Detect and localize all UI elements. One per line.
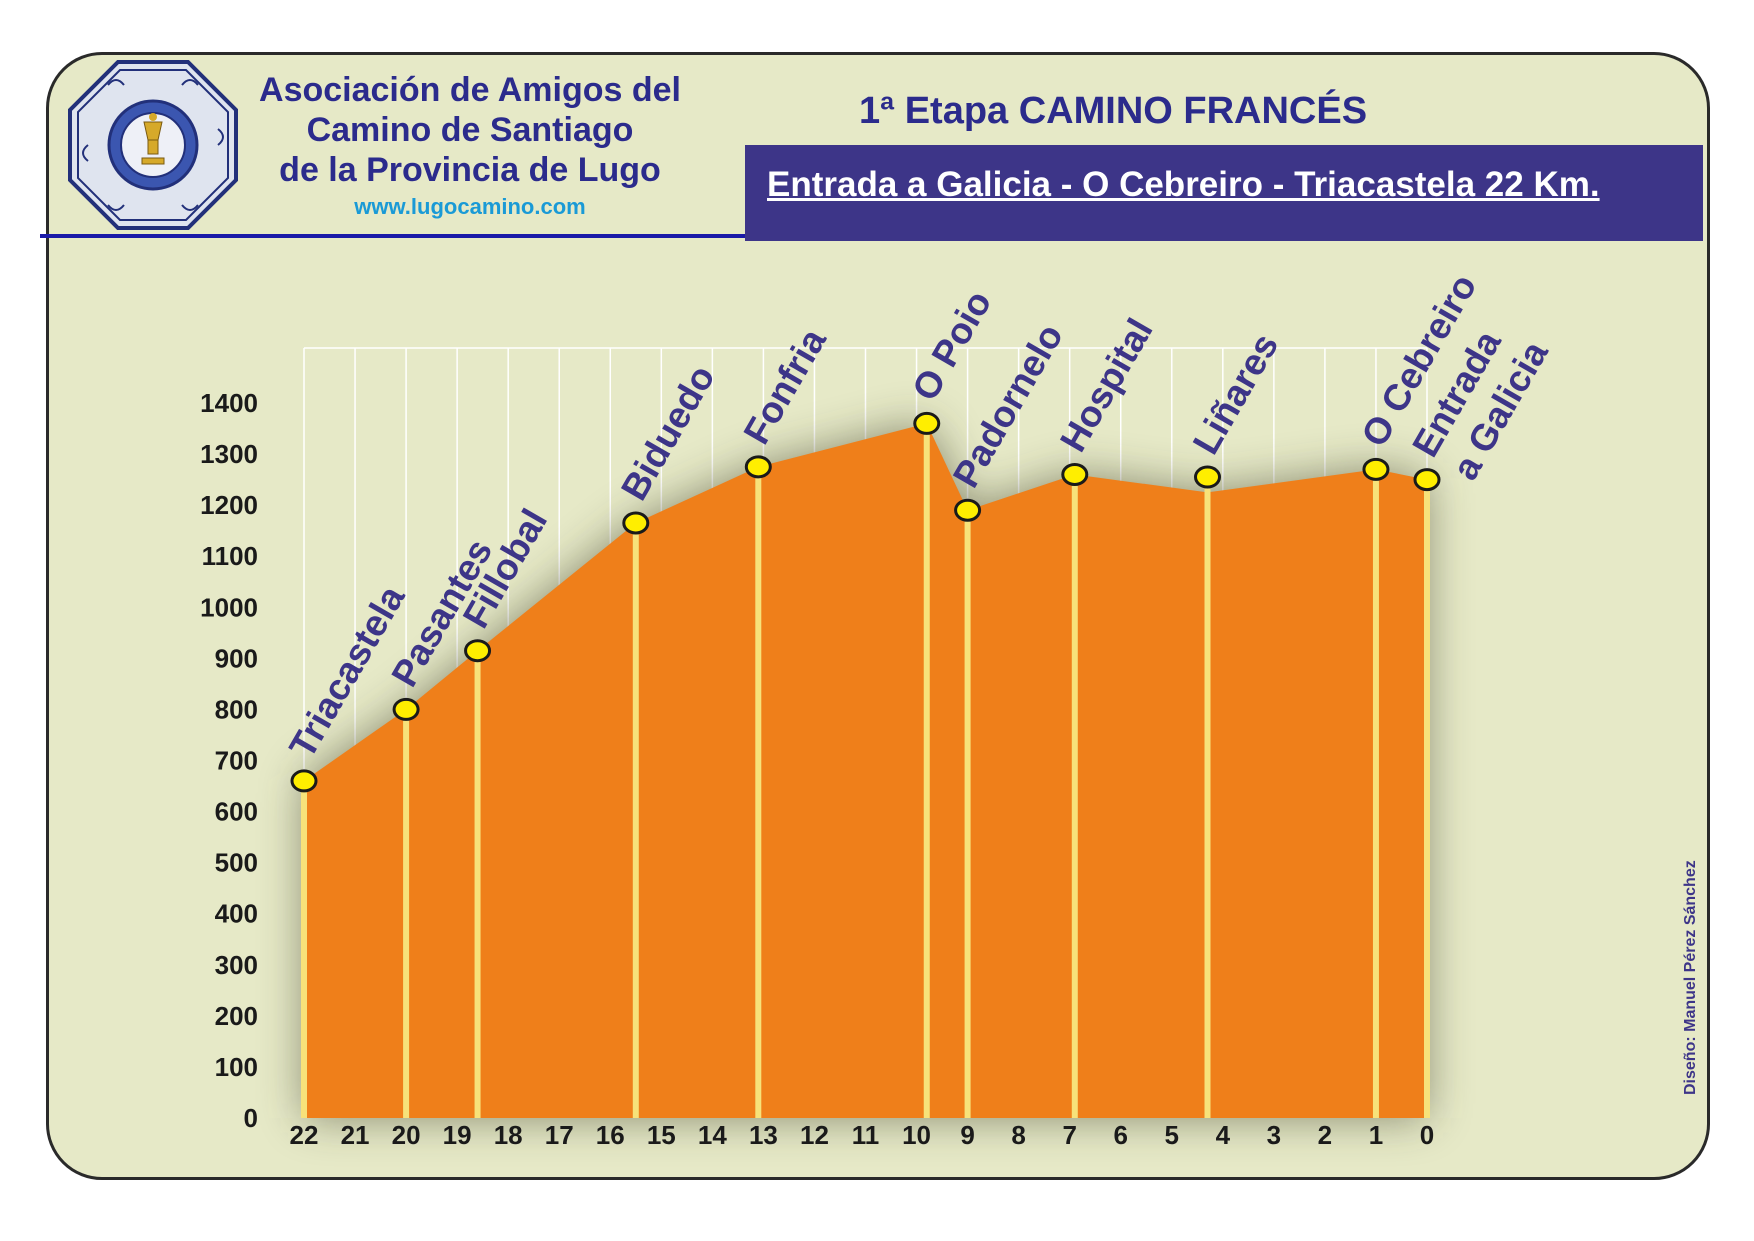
x-tick-label: 13	[749, 1120, 778, 1150]
route-banner: Entrada a Galicia - O Cebreiro - Triacas…	[745, 145, 1703, 241]
x-tick-label: 4	[1216, 1120, 1231, 1150]
route-title: Entrada a Galicia - O Cebreiro - Triacas…	[767, 165, 1600, 204]
y-tick-label: 400	[215, 899, 258, 929]
waypoint-marker	[954, 498, 982, 522]
x-tick-label: 18	[494, 1120, 523, 1150]
y-tick-label: 300	[215, 950, 258, 980]
waypoint-marker	[744, 455, 772, 479]
y-tick-label: 200	[215, 1001, 258, 1031]
y-tick-label: 700	[215, 746, 258, 776]
waypoint-marker	[1194, 465, 1222, 489]
x-tick-label: 20	[392, 1120, 421, 1150]
y-tick-label: 500	[215, 848, 258, 878]
y-tick-label: 100	[215, 1052, 258, 1082]
association-name-line-3: de la Provincia de Lugo	[279, 151, 661, 189]
x-tick-label: 17	[545, 1120, 574, 1150]
waypoint-marker	[1061, 463, 1089, 486]
y-tick-label: 900	[215, 643, 258, 673]
association-name-line-1: Asociación de Amigos del	[259, 71, 681, 109]
association-emblem-icon	[68, 60, 238, 230]
header-divider	[40, 234, 975, 238]
x-tick-label: 3	[1267, 1120, 1281, 1150]
x-tick-label: 22	[290, 1120, 319, 1150]
elevation-area	[304, 423, 1427, 1118]
y-tick-label: 1200	[200, 490, 258, 520]
x-tick-label: 16	[596, 1120, 625, 1150]
x-tick-label: 21	[341, 1120, 370, 1150]
x-tick-label: 12	[800, 1120, 829, 1150]
waypoint-marker	[392, 697, 420, 721]
x-tick-label: 15	[647, 1120, 676, 1150]
waypoint-label: Hospital	[1052, 312, 1160, 459]
y-tick-label: 600	[215, 797, 258, 827]
x-tick-label: 7	[1062, 1120, 1076, 1150]
y-tick-label: 1400	[200, 388, 258, 418]
y-tick-label: 1000	[200, 592, 258, 622]
waypoint-marker	[1362, 457, 1390, 481]
y-tick-label: 1300	[200, 439, 258, 469]
waypoint-marker	[913, 411, 941, 435]
waypoint-marker	[464, 639, 492, 663]
website-link[interactable]: www.lugocamino.com	[354, 194, 586, 219]
x-tick-label: 2	[1318, 1120, 1332, 1150]
x-tick-label: 10	[902, 1120, 931, 1150]
waypoint-marker	[622, 511, 650, 535]
x-tick-label: 11	[852, 1120, 880, 1150]
x-tick-label: 14	[698, 1120, 727, 1150]
x-tick-label: 1	[1369, 1120, 1383, 1150]
waypoint-label: Fonfria	[736, 321, 834, 450]
waypoint-marker	[290, 769, 318, 793]
x-tick-label: 5	[1165, 1120, 1179, 1150]
y-tick-label: 800	[215, 694, 258, 724]
association-name-line-2: Camino de Santiago	[306, 111, 634, 149]
y-tick-label: 1100	[202, 541, 258, 571]
x-tick-label: 8	[1011, 1120, 1025, 1150]
waypoint-label: Biduedo	[613, 358, 722, 507]
waypoint-label: Liñares	[1185, 327, 1286, 461]
x-tick-label: 6	[1113, 1120, 1127, 1150]
x-tick-label: 9	[960, 1120, 974, 1150]
stage-title: 1ª Etapa CAMINO FRANCÉS	[858, 90, 1368, 132]
waypoint-label: O Poio	[904, 284, 999, 408]
designer-credit: Diseño: Manuel Pérez Sánchez	[1682, 860, 1699, 1095]
x-tick-label: 19	[443, 1120, 472, 1150]
y-tick-label: 0	[244, 1103, 258, 1133]
waypoint-marker	[1413, 468, 1441, 492]
x-tick-label: 0	[1420, 1120, 1434, 1150]
